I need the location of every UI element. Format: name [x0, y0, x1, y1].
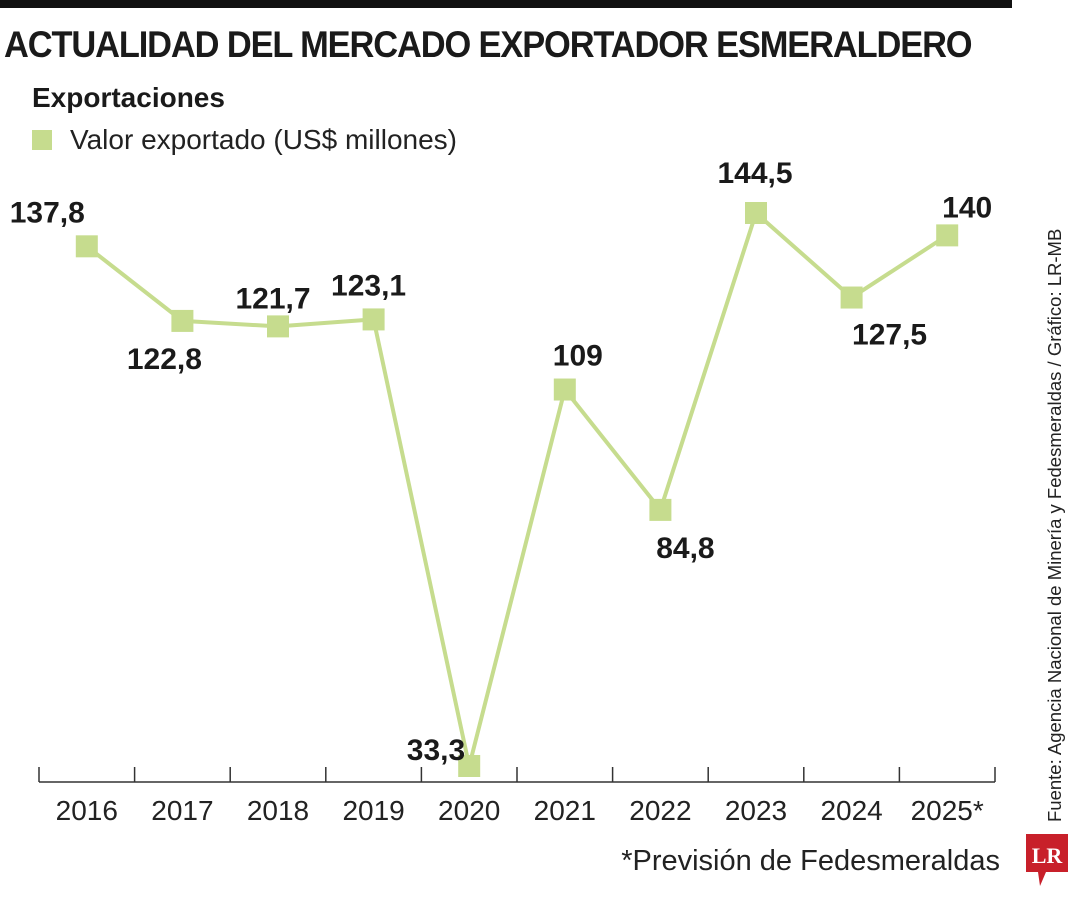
legend-swatch	[32, 130, 52, 150]
data-label: 137,8	[10, 196, 85, 229]
x-tick-label: 2023	[725, 795, 787, 826]
x-tick-label: 2016	[56, 795, 118, 826]
data-label: 140	[942, 191, 992, 224]
x-tick-label: 2017	[151, 795, 213, 826]
source-note: Fuente: Agencia Nacional de Minería y Fe…	[1044, 228, 1065, 822]
data-point	[171, 309, 194, 332]
chart-subtitle: Exportaciones	[32, 82, 225, 113]
data-point	[553, 378, 576, 401]
x-tick-label: 2020	[438, 795, 500, 826]
data-label: 33,3	[407, 734, 465, 767]
data-label: 144,5	[717, 157, 792, 190]
legend-label: Valor exportado (US$ millones)	[70, 124, 457, 155]
data-point	[458, 754, 481, 777]
data-point	[267, 315, 289, 338]
logo-text: LR	[1032, 843, 1064, 868]
data-label: 109	[553, 340, 603, 373]
series-line	[85, 211, 949, 768]
x-tick-label: 2021	[534, 795, 596, 826]
top-rule	[0, 0, 1012, 8]
data-point	[840, 286, 863, 309]
data-label: 123,1	[331, 269, 406, 302]
data-point	[75, 235, 98, 258]
x-tick-label: 2019	[342, 795, 404, 826]
data-point	[936, 224, 959, 247]
data-label: 127,5	[852, 319, 927, 352]
legend: Valor exportado (US$ millones)	[32, 124, 457, 156]
data-label: 84,8	[656, 532, 714, 565]
x-tick-label: 2024	[820, 795, 882, 826]
x-tick-label: 2022	[629, 795, 691, 826]
forecast-note: *Previsión de Fedesmeraldas	[621, 845, 1000, 877]
chart-title: ACTUALIDAD DEL MERCADO EXPORTADOR ESMERA…	[4, 24, 973, 65]
data-point	[362, 308, 385, 331]
data-label: 121,7	[235, 282, 310, 315]
data-point	[745, 202, 767, 224]
x-tick-label: 2018	[247, 795, 309, 826]
lr-logo: LR	[1026, 834, 1068, 886]
x-tick-label: 2025*	[911, 795, 984, 826]
data-point	[649, 498, 672, 521]
data-label: 122,8	[127, 343, 202, 376]
